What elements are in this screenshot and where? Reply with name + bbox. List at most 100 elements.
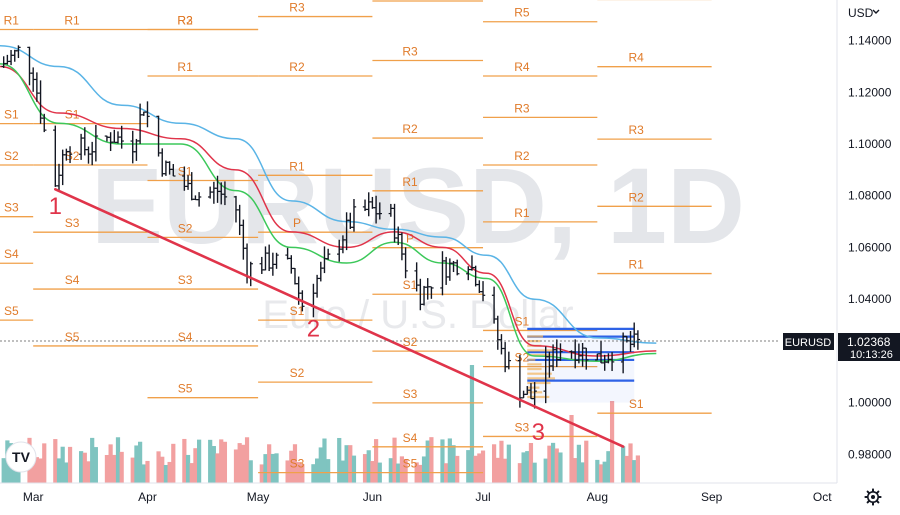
volume-bar — [318, 447, 323, 483]
pivot-level-label: R2 — [514, 149, 530, 163]
gear-icon-hub — [871, 495, 875, 499]
volume-bar — [300, 464, 305, 483]
volume-bar — [584, 440, 589, 483]
volume-bar — [418, 464, 423, 483]
volume-bar — [267, 444, 272, 483]
volume-bar — [222, 441, 228, 483]
price-badge — [838, 333, 900, 361]
volume-bar — [315, 458, 320, 483]
pivot-level-label: S4 — [4, 247, 19, 261]
volume-bar — [550, 442, 556, 483]
volume-bar — [337, 437, 342, 483]
volume-bar — [344, 445, 349, 483]
volume-bar — [440, 439, 445, 483]
volume-bar — [392, 437, 397, 483]
ohlc-bars — [1, 45, 641, 409]
pivot-level-label: R3 — [402, 45, 418, 59]
volume-bar — [547, 445, 552, 483]
volume-bar — [31, 459, 36, 483]
volume-profile-bin — [527, 335, 544, 338]
volume-bar — [362, 454, 368, 483]
volume-bar — [473, 455, 478, 483]
watermark-description: Euro / U.S. Dollar — [262, 293, 573, 337]
time-tick-label: Jun — [363, 490, 382, 504]
volume-bar — [38, 458, 43, 483]
volume-bar — [134, 445, 139, 483]
pivot-level-label: P — [293, 216, 301, 230]
volume-bar — [348, 445, 353, 483]
chevron-down-icon[interactable] — [872, 9, 880, 14]
volume-bar — [403, 458, 408, 483]
pivot-level-label: S1 — [515, 314, 530, 328]
volume-bar — [211, 446, 216, 483]
volume-profile-bin — [527, 381, 551, 385]
price-tick-label: 1.04000 — [848, 292, 892, 306]
pivot-level-label: R1 — [402, 175, 418, 189]
volume-bar — [326, 459, 331, 483]
time-tick-label: Sep — [701, 490, 723, 504]
pivot-level-label: P — [406, 232, 414, 246]
watermark-symbol: EURUSD, 1D — [91, 145, 745, 266]
volume-bar — [528, 442, 534, 483]
price-tick-label: 1.00000 — [848, 396, 892, 410]
pivot-level-label: S5 — [65, 330, 80, 344]
volume-bar — [79, 451, 84, 483]
price-axis-ticks[interactable]: 1.14000 1.12000 1.10000 1.08000 1.06000 1.040… — [848, 34, 892, 462]
price-tick-label: 0.98000 — [848, 447, 892, 461]
volume-bar — [34, 457, 39, 483]
logo-text: TV — [12, 449, 31, 465]
wave-label: 1 — [49, 193, 62, 220]
time-tick-label: Apr — [138, 490, 157, 504]
pivot-level-label: S3 — [290, 457, 305, 471]
price-tick-label: 1.14000 — [848, 34, 892, 48]
trendline[interactable] — [54, 187, 625, 448]
volume-bar — [163, 464, 169, 483]
volume-profile-bin — [527, 367, 542, 371]
volume-bar — [569, 415, 574, 483]
volume-profile-bin — [527, 377, 555, 380]
volume-profile-bin — [527, 358, 536, 361]
pivot-level-label: R2 — [402, 122, 418, 136]
volume-bar — [469, 365, 475, 483]
pivot-levels: R1S1S2S3S4S5R1S1S2S3S4S5R3R2R1S1S2S3S4S5… — [0, 0, 712, 474]
pivot-level-label: S2 — [178, 221, 193, 235]
currency-menu[interactable]: USD — [848, 6, 880, 20]
pivot-level-label: S3 — [65, 216, 80, 230]
volume-bar — [171, 443, 176, 483]
pivot-level-label: S3 — [178, 273, 193, 287]
time-axis-ticks[interactable]: Mar Apr May Jun Jul Aug Sep Oct — [23, 490, 832, 504]
volume-bar — [259, 464, 264, 483]
volume-bar — [215, 453, 220, 483]
volume-bar — [67, 446, 73, 483]
volume-bar — [351, 455, 357, 483]
volume-bar — [289, 450, 294, 483]
volume-bar — [466, 450, 471, 483]
volume-bar — [145, 460, 150, 483]
tradingview-logo[interactable]: TV — [5, 441, 37, 473]
price-axis-background — [837, 0, 900, 483]
volume-bar — [573, 458, 578, 483]
volume-bar — [244, 437, 250, 483]
volume-bar — [635, 455, 640, 483]
volume-bar — [477, 453, 482, 483]
time-tick-label: Mar — [23, 490, 44, 504]
currency-label[interactable]: USD — [848, 6, 874, 20]
pivot-level-label: R1 — [4, 13, 20, 27]
pivot-level-label: S5 — [4, 304, 19, 318]
volume-bar — [193, 448, 198, 483]
volume-bar — [270, 453, 275, 483]
volume-bar — [322, 438, 327, 483]
volume-bar — [503, 458, 508, 483]
volume-bar — [491, 444, 497, 483]
volume-bar — [340, 460, 346, 483]
settings-button[interactable] — [864, 488, 882, 506]
volume-bar — [598, 464, 604, 483]
time-tick-label: May — [247, 490, 270, 504]
price-tick-label: 1.10000 — [848, 137, 892, 151]
volume-bar — [108, 444, 113, 483]
volume-bar — [558, 452, 563, 483]
volume-bar — [451, 445, 456, 483]
volume-bar — [197, 439, 202, 483]
